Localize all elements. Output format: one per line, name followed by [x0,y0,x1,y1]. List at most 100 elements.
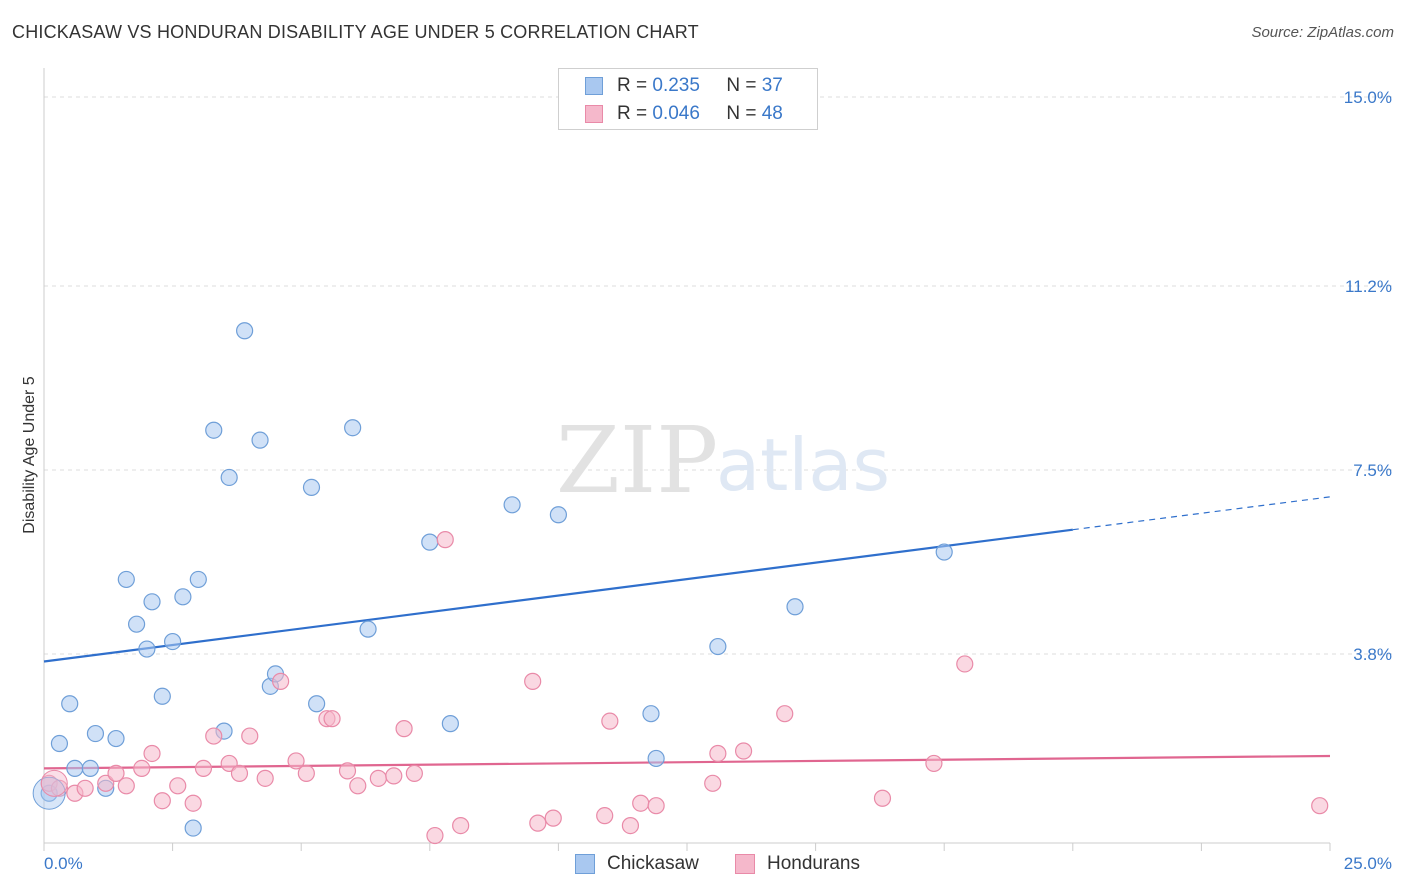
point-hondurans-45 [925,754,943,773]
point-hondurans-8 [143,744,161,763]
point-hondurans-40 [704,774,722,792]
source-credit: Source: ZipAtlas.com [1251,24,1394,41]
point-hondurans-34 [544,809,562,827]
watermark-atlas: atlas [716,423,890,507]
point-hondurans-9 [153,792,171,810]
point-hondurans-27 [395,720,413,738]
point-hondurans-29 [426,826,444,845]
point-hondurans-46 [956,655,974,673]
point-hondurans-43 [776,705,794,723]
point-hondurans-18 [272,672,290,690]
point-chickasaw-4 [81,759,99,778]
point-chickasaw-3 [66,759,84,778]
point-hondurans-13 [205,727,223,745]
point-chickasaw-8 [117,570,135,589]
point-chickasaw-32 [642,705,660,723]
point-hondurans-7 [133,759,151,778]
legend-r-label: R = [617,103,648,124]
point-hondurans-3 [76,779,94,797]
point-hondurans-23 [338,762,357,780]
trendline-extension-0 [1072,496,1331,531]
trendline-1 [43,754,1331,770]
stats-legend: R = 0.235 N = 37 R = 0.046 N = 48 [558,68,818,130]
legend-n-value: 48 [761,103,783,124]
legend-swatch-hondurans [585,105,603,123]
point-hondurans-19 [287,752,305,770]
point-hondurans-28 [405,764,423,782]
point-chickasaw-17 [205,421,223,439]
point-hondurans-42 [734,742,753,760]
point-hondurans-15 [230,764,249,782]
point-chickasaw-26 [359,620,377,638]
gridlines [44,96,1392,655]
point-hondurans-36 [601,712,619,730]
point-hondurans-cluster [40,769,68,797]
point-hondurans-31 [452,816,470,835]
point-chickasaw-35 [786,598,804,616]
trendlines [43,496,1331,770]
x-tick-label-1: 25.0% [1344,854,1392,873]
point-hondurans-10 [169,777,187,795]
point-hondurans-35 [596,807,614,825]
legend-n-value: 37 [761,75,783,96]
point-chickasaw-12 [153,687,171,705]
y-tick-label-0: 3.8% [1353,645,1392,664]
watermark: ZIP atlas [556,407,890,514]
point-chickasaw-10 [138,640,156,658]
point-hondurans-22 [323,710,341,728]
point-hondurans-26 [385,767,403,785]
legend-r-value: 0.235 [652,75,700,96]
point-chickasaw-29 [441,715,459,733]
point-hondurans-38 [632,794,650,812]
point-hondurans-6 [117,777,135,795]
point-hondurans-32 [524,672,542,690]
point-chickasaw-7 [107,729,125,748]
point-hondurans-20 [297,764,315,782]
point-chickasaw-24 [302,478,321,497]
point-chickasaw-27 [344,419,362,437]
y-tick-label-1: 7.5% [1353,461,1392,480]
point-chickasaw-5 [86,724,105,743]
point-chickasaw-33 [647,749,665,768]
point-chickasaw-28 [421,533,439,551]
point-chickasaw-2 [61,695,79,713]
y-tick-label-2: 11.2% [1345,277,1392,296]
point-chickasaw-25 [308,695,326,713]
point-chickasaw-9 [127,615,146,633]
chart-title: CHICKASAW VS HONDURAN DISABILITY AGE UND… [12,22,699,42]
point-hondurans-5 [107,764,125,782]
trendline-0 [43,528,1073,663]
legend-r-value: 0.046 [652,103,700,124]
point-hondurans-24 [349,777,367,795]
point-hondurans-14 [220,754,238,773]
point-chickasaw-1 [50,734,69,753]
legend-n-label: N = [726,103,757,124]
point-hondurans-44 [873,789,892,807]
point-chickasaw-13 [164,632,182,651]
point-chickasaw-19 [220,468,238,487]
bottom-legend-label-chickasaw: Chickasaw [607,853,699,874]
x-tick-label-0: 0.0% [44,854,83,873]
bottom-legend-label-hondurans: Hondurans [767,853,860,874]
point-chickasaw-20 [236,322,254,340]
point-hondurans-33 [529,814,547,832]
point-chickasaw-34 [709,637,727,656]
legend-r-label: R = [617,75,648,96]
point-chickasaw-21 [251,431,269,449]
point-chickasaw-15 [184,819,202,837]
y-axis-label: Disability Age Under 5 [21,376,38,534]
bottom-legend-swatch-chickasaw [575,854,595,874]
point-hondurans-25 [369,769,387,787]
point-hondurans-11 [184,794,202,812]
axes [43,68,1331,851]
point-hondurans-17 [256,769,274,787]
point-hondurans-37 [621,816,640,835]
data-points [32,322,1329,845]
point-chickasaw-14 [174,588,192,606]
point-hondurans-12 [194,759,213,778]
point-chickasaw-30 [503,496,521,514]
point-chickasaw-11 [143,593,161,611]
point-hondurans-39 [647,797,665,815]
y-tick-label-3: 15.0% [1344,88,1392,107]
point-hondurans-4 [97,774,115,792]
